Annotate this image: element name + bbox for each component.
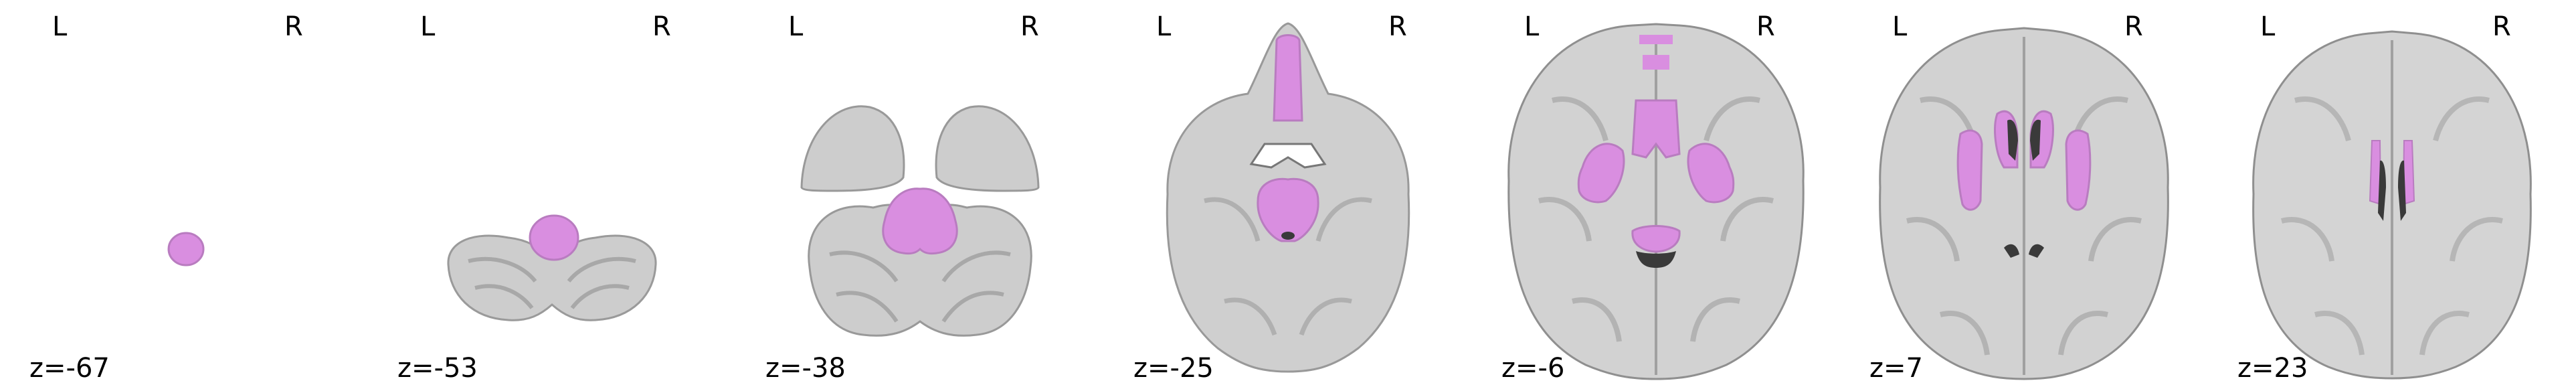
slice-panel-z-53: L R z=-53 bbox=[368, 0, 736, 385]
slice-coordinate-label: z=-38 bbox=[765, 353, 846, 384]
slice-panel-z-25: L R z=-25 bbox=[1104, 0, 1472, 385]
cerebellar-folia bbox=[468, 256, 636, 309]
posterior-horn-left bbox=[2004, 244, 2019, 258]
right-orientation-label: R bbox=[2492, 11, 2511, 42]
lateral-ventricle-left bbox=[2007, 119, 2018, 161]
slice-panel-z-6: L R z=-6 bbox=[1472, 0, 1840, 385]
brain-slice-image bbox=[2252, 30, 2532, 380]
slice-panel-z-38: L R z=-38 bbox=[736, 0, 1104, 385]
left-orientation-label: L bbox=[1524, 11, 1540, 42]
gyral-pattern bbox=[1906, 96, 2142, 356]
gyral-pattern bbox=[1538, 96, 1774, 342]
suprasellar-cistern bbox=[1249, 143, 1327, 169]
lateral-ventricle-right bbox=[2030, 119, 2041, 161]
overlay-region bbox=[1577, 143, 1625, 204]
brain-slice-image bbox=[1507, 23, 1805, 380]
brain-slice-image bbox=[167, 232, 205, 266]
right-orientation-label: R bbox=[1388, 11, 1407, 42]
overlay-region bbox=[1257, 177, 1319, 242]
right-orientation-label: R bbox=[284, 11, 303, 42]
fourth-ventricle bbox=[1281, 232, 1295, 240]
overlay-region bbox=[1631, 225, 1681, 253]
overlay-region bbox=[1956, 129, 1983, 211]
right-orientation-label: R bbox=[652, 11, 671, 42]
slice-panel-z23: L R z=23 bbox=[2208, 0, 2576, 385]
cerebellum-slice bbox=[808, 204, 1032, 337]
overlay-region bbox=[1273, 34, 1303, 122]
left-orientation-label: L bbox=[1156, 11, 1172, 42]
left-orientation-label: L bbox=[2260, 11, 2276, 42]
cerebellar-folia bbox=[829, 250, 1011, 323]
slice-panel-z-67: L R z=-67 bbox=[0, 0, 368, 385]
slice-coordinate-label: z=23 bbox=[2237, 353, 2308, 384]
overlay-region bbox=[1687, 143, 1735, 204]
slice-coordinate-label: z=-67 bbox=[29, 353, 110, 384]
overlay-region bbox=[2065, 129, 2092, 211]
left-orientation-label: L bbox=[420, 11, 436, 42]
left-orientation-label: L bbox=[788, 11, 804, 42]
overlay-region bbox=[1639, 35, 1673, 44]
overlay-region bbox=[882, 187, 958, 255]
cerebellum-slice bbox=[447, 234, 657, 321]
slice-panel-z7: L R z=7 bbox=[1840, 0, 2208, 385]
overlay-region bbox=[1631, 99, 1681, 159]
slice-coordinate-label: z=-6 bbox=[1501, 353, 1565, 384]
lateral-ventricle-left bbox=[2378, 160, 2386, 221]
overlay-region bbox=[529, 214, 579, 261]
slice-coordinate-label: z=-53 bbox=[397, 353, 478, 384]
brain-slice-image bbox=[1879, 27, 2169, 380]
brain-slice-image bbox=[447, 214, 657, 321]
slice-coordinate-label: z=-25 bbox=[1133, 353, 1214, 384]
overlay-region bbox=[1643, 55, 1669, 70]
right-orientation-label: R bbox=[1756, 11, 1775, 42]
gyral-pattern bbox=[1204, 197, 1372, 336]
gyral-pattern bbox=[2281, 96, 2503, 356]
left-orientation-label: L bbox=[52, 11, 68, 42]
overlay-region bbox=[167, 232, 205, 266]
temporal-lobe-left bbox=[800, 105, 905, 192]
slice-coordinate-label: z=7 bbox=[1869, 353, 1923, 384]
right-orientation-label: R bbox=[1020, 11, 1039, 42]
ventricle-region bbox=[1636, 251, 1676, 268]
left-orientation-label: L bbox=[1892, 11, 1908, 42]
brain-slice-image bbox=[800, 105, 1040, 337]
brain-slice-image bbox=[1166, 22, 1410, 373]
posterior-horn-right bbox=[2029, 244, 2044, 258]
temporal-lobe-right bbox=[935, 105, 1040, 192]
lateral-ventricle-right bbox=[2398, 160, 2406, 221]
right-orientation-label: R bbox=[2124, 11, 2143, 42]
